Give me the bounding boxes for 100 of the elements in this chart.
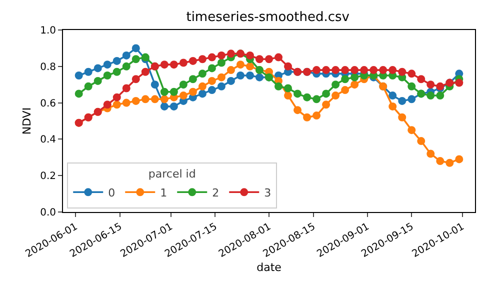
point	[198, 55, 206, 64]
point	[370, 66, 378, 74]
legend-label: 2	[212, 186, 220, 200]
point	[141, 95, 150, 104]
point	[122, 51, 130, 60]
point	[198, 90, 206, 98]
point	[179, 58, 188, 67]
point	[284, 92, 292, 100]
point	[446, 158, 454, 167]
point	[436, 92, 444, 100]
point	[160, 60, 168, 69]
point	[322, 66, 330, 74]
point	[208, 64, 216, 72]
point	[112, 100, 121, 109]
point	[179, 92, 188, 100]
y-tick-label: 0.8	[40, 62, 56, 73]
point	[170, 102, 178, 110]
point	[132, 75, 140, 84]
point	[322, 100, 330, 109]
point	[188, 56, 197, 65]
point	[350, 73, 359, 82]
y-tick-label: 1.0	[40, 26, 56, 36]
point	[132, 44, 140, 52]
point	[188, 75, 197, 84]
point	[284, 84, 292, 92]
point	[398, 68, 406, 76]
point	[274, 82, 283, 90]
x-axis-title: date	[256, 261, 282, 274]
point	[341, 86, 350, 94]
point	[208, 53, 216, 62]
point	[294, 106, 302, 114]
chart-title: timeseries-smoothed.csv	[186, 10, 350, 25]
point	[332, 92, 340, 100]
point	[408, 95, 416, 104]
point	[188, 88, 197, 96]
legend-label: 3	[264, 186, 272, 200]
point	[208, 86, 216, 94]
point	[379, 66, 388, 74]
point	[455, 78, 464, 87]
y-tick-label: 0.6	[40, 98, 56, 110]
point	[322, 90, 330, 98]
point	[265, 55, 273, 64]
point	[426, 92, 435, 100]
point	[74, 72, 83, 80]
point	[150, 80, 159, 89]
point	[350, 66, 359, 74]
point	[198, 82, 206, 90]
point	[74, 90, 83, 98]
point	[294, 90, 302, 98]
point	[226, 50, 235, 58]
point	[236, 60, 244, 69]
point	[350, 80, 359, 89]
point	[341, 75, 350, 84]
point	[103, 60, 112, 69]
point	[226, 66, 235, 74]
point	[132, 96, 140, 105]
legend-title: parcel id	[148, 168, 196, 181]
point	[103, 100, 112, 109]
point	[341, 66, 350, 74]
point	[426, 80, 435, 89]
point	[84, 82, 92, 90]
point	[408, 126, 416, 134]
point	[246, 72, 254, 80]
point	[312, 95, 321, 104]
point	[198, 70, 206, 78]
point	[417, 75, 426, 84]
point	[170, 60, 178, 69]
point	[122, 98, 130, 107]
point	[436, 157, 444, 166]
legend-label: 1	[160, 186, 168, 200]
point	[246, 62, 254, 70]
point	[122, 62, 130, 70]
point	[388, 66, 397, 74]
point	[408, 82, 416, 90]
point	[170, 88, 178, 96]
point	[274, 53, 283, 62]
point	[303, 113, 312, 122]
point	[141, 68, 150, 76]
point	[132, 55, 140, 64]
point	[388, 102, 397, 110]
point	[284, 62, 292, 70]
point	[398, 96, 406, 105]
point	[217, 82, 226, 90]
point	[455, 155, 464, 164]
point	[122, 84, 130, 92]
point	[208, 76, 216, 85]
point	[217, 51, 226, 60]
point	[332, 80, 340, 89]
point	[236, 72, 244, 80]
point	[312, 112, 321, 120]
y-axis-title: NDVI	[20, 107, 34, 135]
point	[398, 113, 406, 122]
point	[255, 73, 264, 82]
point	[103, 72, 112, 80]
point	[112, 93, 121, 102]
point	[303, 93, 312, 102]
point	[160, 88, 168, 96]
point	[388, 92, 397, 100]
point	[94, 76, 102, 85]
point	[179, 80, 188, 89]
